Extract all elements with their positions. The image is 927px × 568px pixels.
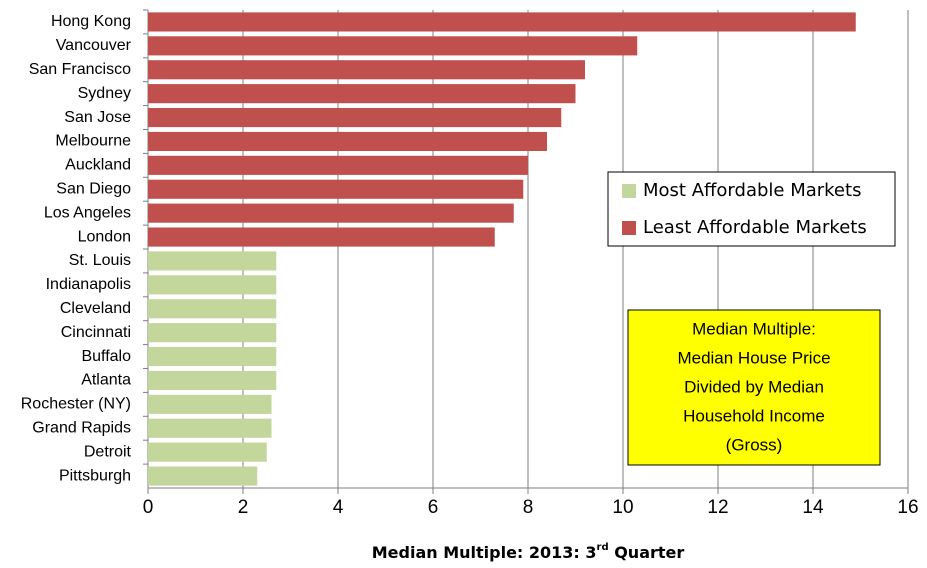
legend-swatch <box>622 184 636 198</box>
x-tick-label: 10 <box>612 497 633 518</box>
x-axis-title-part: rd <box>597 542 609 553</box>
y-tick-label: Melbourne <box>55 133 131 150</box>
bar <box>148 299 277 319</box>
bar <box>148 394 272 414</box>
bar <box>148 251 277 271</box>
bar <box>148 131 547 152</box>
bar <box>148 323 277 343</box>
y-tick-label: Pittsburgh <box>59 467 131 484</box>
bar <box>148 155 528 175</box>
y-tick-label: Detroit <box>84 443 132 460</box>
bar <box>148 203 514 223</box>
annotation-box <box>627 309 881 466</box>
annotation-line: Median Multiple: <box>692 319 816 338</box>
y-tick-label: Rochester (NY) <box>21 396 131 413</box>
y-tick-label: Hong Kong <box>51 13 131 30</box>
y-tick-label: Los Angeles <box>44 204 131 221</box>
bar <box>148 418 272 438</box>
bar <box>148 442 267 462</box>
y-tick-label: Grand Rapids <box>32 419 131 436</box>
x-tick-label: 14 <box>802 497 824 518</box>
y-tick-label: Auckland <box>65 157 131 174</box>
bar <box>148 227 495 247</box>
bar <box>148 179 524 199</box>
bar <box>148 466 258 486</box>
bar <box>148 12 856 32</box>
bar <box>148 36 638 56</box>
y-tick-label: San Francisco <box>29 61 131 78</box>
x-tick-label: 0 <box>143 497 154 518</box>
x-tick-label: 4 <box>333 497 344 518</box>
y-tick-label: Buffalo <box>81 348 131 365</box>
y-tick-label: London <box>78 228 131 245</box>
y-tick-label: Cincinnati <box>61 324 131 341</box>
y-tick-label: Atlanta <box>81 372 131 389</box>
y-tick-label: Indianapolis <box>46 276 131 293</box>
legend-box <box>607 171 896 247</box>
legend-swatch <box>622 221 636 235</box>
x-axis-title: Median Multiple: 2013: 3rd Quarter <box>372 542 685 562</box>
bar <box>148 370 277 391</box>
bar <box>148 84 576 104</box>
y-tick-label: San Jose <box>64 109 131 126</box>
x-tick-label: 16 <box>897 497 918 518</box>
x-tick-label: 8 <box>523 497 534 518</box>
y-tick-label: Vancouver <box>56 37 132 54</box>
x-tick-label: 2 <box>238 497 249 518</box>
legend-label: Least Affordable Markets <box>643 217 867 238</box>
y-tick-label: Cleveland <box>60 300 131 317</box>
bar <box>148 60 585 80</box>
y-tick-label: Sydney <box>78 85 131 102</box>
legend-label: Most Affordable Markets <box>643 180 861 201</box>
x-axis-title-part: Median Multiple: 2013: 3 <box>372 543 597 562</box>
x-tick-label: 6 <box>428 497 439 518</box>
bar <box>148 107 562 128</box>
annotation-line: Household Income <box>683 406 825 425</box>
x-tick-label: 12 <box>707 497 728 518</box>
annotation-line: Divided by Median <box>684 377 824 396</box>
bar <box>148 275 277 295</box>
annotation-line: (Gross) <box>726 435 783 454</box>
annotation-line: Median House Price <box>677 348 830 367</box>
bar <box>148 346 277 367</box>
y-tick-label: San Diego <box>56 180 131 197</box>
y-tick-label: St. Louis <box>69 252 131 269</box>
x-axis-title-part: Quarter <box>609 543 685 562</box>
